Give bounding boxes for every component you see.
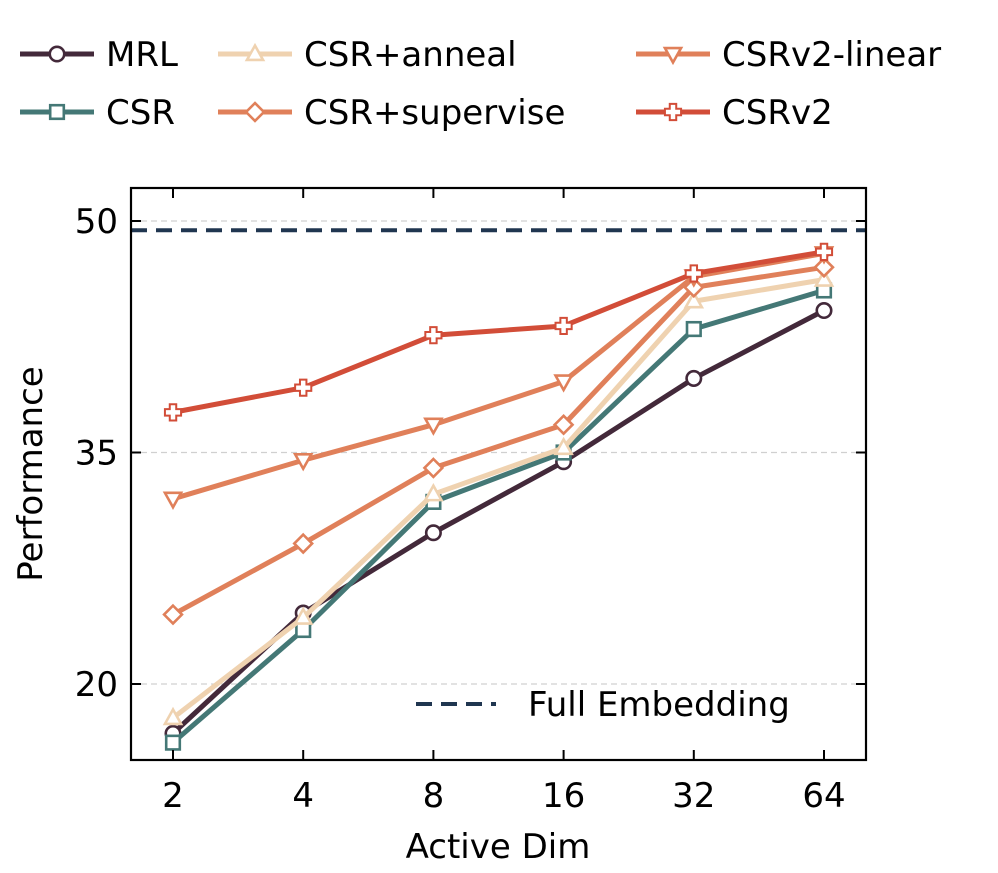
data-point [295, 621, 312, 639]
data-point [423, 417, 444, 436]
data-point [554, 316, 573, 336]
y-tick-label: 35 [75, 434, 118, 474]
legend-item: CSR+supervise [218, 93, 565, 133]
plot-frame [129, 186, 868, 762]
legend-label: CSR+anneal [304, 35, 517, 75]
data-point [683, 290, 705, 309]
series-csrv2 [163, 242, 834, 422]
data-point [553, 374, 574, 393]
data-point [424, 326, 443, 345]
series-csr [164, 282, 833, 751]
legend-label: CSRv2 [722, 93, 833, 133]
x-tick-label: 4 [292, 776, 314, 816]
legend-marker [663, 102, 683, 122]
legend-label: CSRv2-linear [722, 35, 941, 75]
data-point [685, 320, 702, 338]
data-point [162, 603, 184, 626]
y-axis-label: Performance [11, 366, 51, 581]
data-point [162, 491, 184, 510]
data-point [422, 457, 445, 479]
data-point [294, 378, 313, 397]
data-point [423, 483, 444, 502]
data-point [164, 734, 182, 751]
x-tick-label: 8 [423, 776, 445, 816]
grid-lines [131, 220, 866, 685]
series-csrv2-linear [162, 246, 835, 510]
axis-ticks: 2 4 8 16 32 64 20 35 50 [75, 188, 866, 816]
legend-marker [48, 103, 66, 121]
series-csr-supervise [162, 256, 835, 626]
x-tick-label: 16 [542, 776, 585, 816]
data-point [552, 413, 575, 436]
x-tick-label: 32 [672, 776, 715, 816]
data-point [684, 264, 703, 283]
series-mrl [164, 301, 833, 742]
series-line [172, 250, 825, 502]
legend: MRL CSR CSR+anneal CSR+supervise CSRv2-linea… [20, 35, 941, 133]
reference-legend: Full Embedding [416, 685, 790, 725]
legend-item: MRL [20, 35, 178, 75]
legend-marker [662, 46, 684, 66]
data-point [163, 403, 183, 422]
data-point [162, 706, 184, 726]
legend-item: CSRv2-linear [636, 35, 941, 75]
legend-label: MRL [106, 35, 178, 75]
legend-item: CSR+anneal [218, 35, 517, 75]
data-point [292, 452, 314, 472]
x-tick-label: 64 [802, 776, 845, 816]
data-point [813, 268, 835, 287]
legend-label: CSR [106, 93, 175, 133]
legend-marker [244, 101, 266, 123]
y-tick-label: 20 [75, 665, 118, 705]
data-point [553, 436, 574, 456]
data-point [292, 606, 314, 625]
x-tick-label: 2 [162, 776, 184, 816]
series-line [171, 288, 825, 745]
x-axis-label: Active Dim [406, 827, 591, 867]
data-point [815, 301, 833, 320]
legend-item: CSR [20, 93, 175, 133]
legend-item: CSRv2 [636, 93, 833, 133]
data-point [292, 532, 314, 555]
legend-marker [244, 42, 266, 62]
series-line [171, 308, 826, 736]
data-point [814, 242, 834, 261]
legend-label: CSR+supervise [304, 93, 565, 133]
legend-label-full-embedding: Full Embedding [528, 685, 790, 725]
series-line [171, 277, 825, 720]
data-point [813, 256, 835, 279]
data-point [685, 369, 703, 387]
y-tick-label: 50 [75, 202, 118, 242]
series-csr-anneal [162, 268, 835, 726]
series-group [162, 242, 835, 751]
legend-marker [48, 45, 66, 63]
series-line [172, 249, 825, 415]
series-line [171, 264, 825, 617]
data-point [424, 524, 442, 542]
